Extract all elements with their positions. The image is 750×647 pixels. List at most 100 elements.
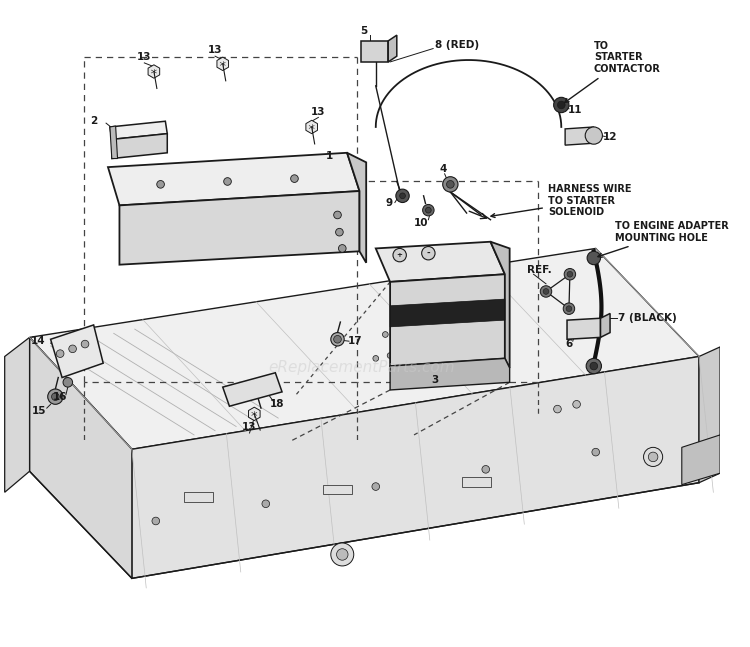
Circle shape [648,452,658,462]
Circle shape [331,333,344,346]
Circle shape [81,340,88,348]
Circle shape [262,500,269,508]
Circle shape [586,358,602,374]
Circle shape [421,322,427,328]
Polygon shape [699,347,720,483]
Circle shape [400,193,406,199]
Text: 14: 14 [31,336,46,346]
Circle shape [482,466,490,473]
Circle shape [401,327,407,333]
Polygon shape [132,356,699,578]
Text: 1: 1 [326,151,334,160]
Text: 5: 5 [361,27,368,36]
Circle shape [69,345,76,353]
Circle shape [56,350,64,357]
Text: 9: 9 [386,199,393,208]
Text: 17: 17 [347,336,362,346]
Text: TO ENGINE ADAPTER
MOUNTING HOLE: TO ENGINE ADAPTER MOUNTING HOLE [598,221,728,258]
Circle shape [373,356,379,361]
Circle shape [644,447,663,466]
Polygon shape [306,120,317,134]
Bar [462,477,490,487]
Polygon shape [110,121,167,139]
Circle shape [557,101,565,109]
Circle shape [382,332,388,337]
Circle shape [592,448,599,456]
Circle shape [48,389,63,404]
Text: 13: 13 [137,52,152,62]
Circle shape [422,247,435,260]
Circle shape [442,177,458,192]
Bar [184,492,213,502]
Circle shape [372,483,380,490]
Polygon shape [29,248,699,449]
Text: +: + [397,252,403,258]
Polygon shape [110,126,118,159]
Polygon shape [4,337,29,492]
Circle shape [585,127,602,144]
Circle shape [338,245,346,252]
Circle shape [573,400,580,408]
Polygon shape [390,299,505,327]
Text: REF.: REF. [526,265,551,276]
Circle shape [590,362,598,370]
Polygon shape [248,407,260,421]
Polygon shape [388,35,397,62]
Circle shape [566,306,572,312]
Text: 12: 12 [603,131,617,142]
Polygon shape [119,191,359,265]
Bar [323,485,352,494]
Circle shape [331,543,354,566]
Text: 8 (RED): 8 (RED) [435,39,479,50]
Circle shape [224,178,231,185]
Text: -: - [427,248,430,258]
Circle shape [63,378,73,387]
Text: 10: 10 [413,217,428,228]
Circle shape [554,405,561,413]
Text: 16: 16 [53,391,68,402]
Circle shape [543,289,549,294]
Text: eReplacementParts.com: eReplacementParts.com [268,360,454,375]
Circle shape [334,211,341,219]
Circle shape [564,269,576,280]
Polygon shape [347,153,366,263]
Circle shape [335,228,344,236]
Text: TO
STARTER
CONTACTOR: TO STARTER CONTACTOR [565,41,661,102]
Text: 4: 4 [439,164,446,174]
Text: 15: 15 [32,406,46,416]
Polygon shape [50,325,104,378]
Polygon shape [148,65,160,78]
Circle shape [587,251,601,265]
Polygon shape [112,134,167,159]
Text: 13: 13 [208,45,222,56]
Circle shape [152,517,160,525]
Circle shape [52,393,59,400]
Circle shape [396,189,410,203]
Polygon shape [601,313,610,337]
Circle shape [567,271,573,277]
Text: HARNESS WIRE
TO STARTER
SOLENOID: HARNESS WIRE TO STARTER SOLENOID [491,184,632,217]
Polygon shape [682,435,720,485]
Polygon shape [390,274,505,366]
Polygon shape [217,57,229,71]
Text: 6: 6 [566,339,572,349]
Text: 3: 3 [431,375,439,386]
Polygon shape [490,242,510,368]
Polygon shape [390,358,510,390]
Polygon shape [223,373,282,406]
Circle shape [554,97,569,113]
Circle shape [425,207,431,213]
Circle shape [387,353,393,358]
Circle shape [393,248,406,262]
Circle shape [401,350,407,356]
Polygon shape [108,153,359,205]
Circle shape [157,181,164,188]
Circle shape [440,317,446,323]
Text: 2: 2 [90,116,98,126]
Polygon shape [565,127,594,145]
Circle shape [291,175,298,182]
Circle shape [422,204,434,216]
Text: 18: 18 [270,399,284,410]
Polygon shape [362,41,388,62]
Text: 11: 11 [568,105,582,115]
